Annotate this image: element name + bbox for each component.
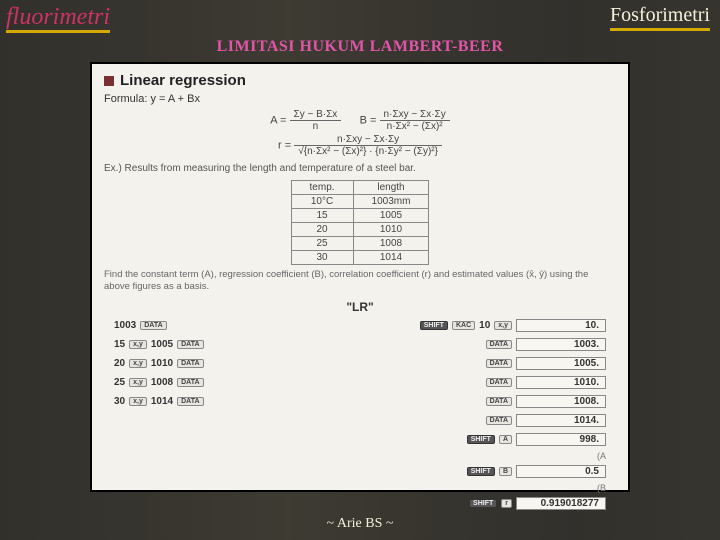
formula-a-den: n [290, 121, 342, 132]
calc-result-row: (B [380, 483, 606, 493]
table-cell: 10°C [291, 195, 353, 209]
formula-row-r: r = n·Σxy − Σx·Σy √{n·Σx² − (Σx)²} · {n·… [104, 134, 616, 157]
calc-left-column: 1003DATA 15x,y1005DATA 20x,y1010DATA 25x,y1… [114, 318, 340, 515]
formula-label: Formula: y = A + Bx [104, 93, 616, 105]
calc-result-row: (A [380, 451, 606, 461]
table-cell: 1010 [353, 223, 429, 237]
formula-r-num: n·Σxy − Σx·Σy [294, 134, 442, 146]
table-cell: 1003mm [353, 195, 429, 209]
calc-result-row: DATA1014. [380, 413, 606, 429]
col-length: length [353, 181, 429, 195]
calc-result-row: SHIFTA998. [380, 432, 606, 448]
col-temp: temp. [291, 181, 353, 195]
formula-b-den: n·Σx² − (Σx)² [380, 121, 450, 132]
calc-entry-row: 30x,y1014DATA [114, 394, 340, 410]
calc-right-column: SHIFTKAC10x,y10. DATA1003. DATA1005. DATA10… [380, 318, 606, 515]
footer-author: ~ Arie BS ~ [327, 516, 394, 532]
table-cell: 25 [291, 237, 353, 251]
calc-entry-row: 20x,y1010DATA [114, 356, 340, 372]
calc-entry-row: 1003DATA [114, 318, 340, 334]
calc-result-row: SHIFTKAC10x,y10. [380, 318, 606, 334]
table-cell: 20 [291, 223, 353, 237]
formula-a-num: Σy − B·Σx [290, 109, 342, 121]
calculator-grid: 1003DATA 15x,y1005DATA 20x,y1010DATA 25x,y1… [104, 318, 616, 515]
formula-r-frac: n·Σxy − Σx·Σy √{n·Σx² − (Σx)²} · {n·Σy² … [294, 134, 442, 157]
table-row: 251008 [291, 237, 429, 251]
bullet-icon [104, 76, 114, 86]
formula-b-num: n·Σxy − Σx·Σy [380, 109, 450, 121]
heading-text: Linear regression [120, 72, 246, 89]
calc-result-row: SHIFTr0.919018277 [380, 496, 606, 512]
table-cell: 30 [291, 251, 353, 265]
linear-regression-heading: Linear regression [104, 72, 616, 89]
formula-b-lhs: B = [360, 114, 377, 126]
header-right-title: Fosforimetri [610, 4, 710, 27]
calc-entry-row: 25x,y1008DATA [114, 375, 340, 391]
calc-result-row: DATA1008. [380, 394, 606, 410]
table-row: 301014 [291, 251, 429, 265]
find-text: Find the constant term (A), regression c… [104, 269, 616, 294]
calc-result-row: DATA1003. [380, 337, 606, 353]
formula-a-lhs: A = [270, 114, 286, 126]
lr-subheading: "LR" [104, 300, 616, 314]
formula-r-lhs: r = [278, 139, 291, 151]
table-row: 151005 [291, 209, 429, 223]
formula-r-den: √{n·Σx² − (Σx)²} · {n·Σy² − (Σy)²} [294, 146, 442, 157]
table-cell: 1005 [353, 209, 429, 223]
data-table: temp. length 10°C1003mm15100520101025100… [291, 180, 430, 265]
calc-result-row: DATA1005. [380, 356, 606, 372]
example-label: Ex.) Results from measuring the length a… [104, 163, 616, 174]
formula-a-frac: Σy − B·Σx n [290, 109, 342, 132]
header-left-title: fluorimetri [6, 4, 110, 31]
table-cell: 15 [291, 209, 353, 223]
calc-result-row: DATA1010. [380, 375, 606, 391]
formula-b-frac: n·Σxy − Σx·Σy n·Σx² − (Σx)² [380, 109, 450, 132]
table-row: 10°C1003mm [291, 195, 429, 209]
slide-title: LIMITASI HUKUM LAMBERT-BEER [217, 38, 504, 56]
table-cell: 1014 [353, 251, 429, 265]
paper-scan: Linear regression Formula: y = A + Bx A … [90, 62, 630, 492]
table-cell: 1008 [353, 237, 429, 251]
calc-result-row: SHIFTB0.5 [380, 464, 606, 480]
table-row: 201010 [291, 223, 429, 237]
formula-row-ab: A = Σy − B·Σx n B = n·Σxy − Σx·Σy n·Σx² … [104, 109, 616, 132]
calc-entry-row: 15x,y1005DATA [114, 337, 340, 353]
